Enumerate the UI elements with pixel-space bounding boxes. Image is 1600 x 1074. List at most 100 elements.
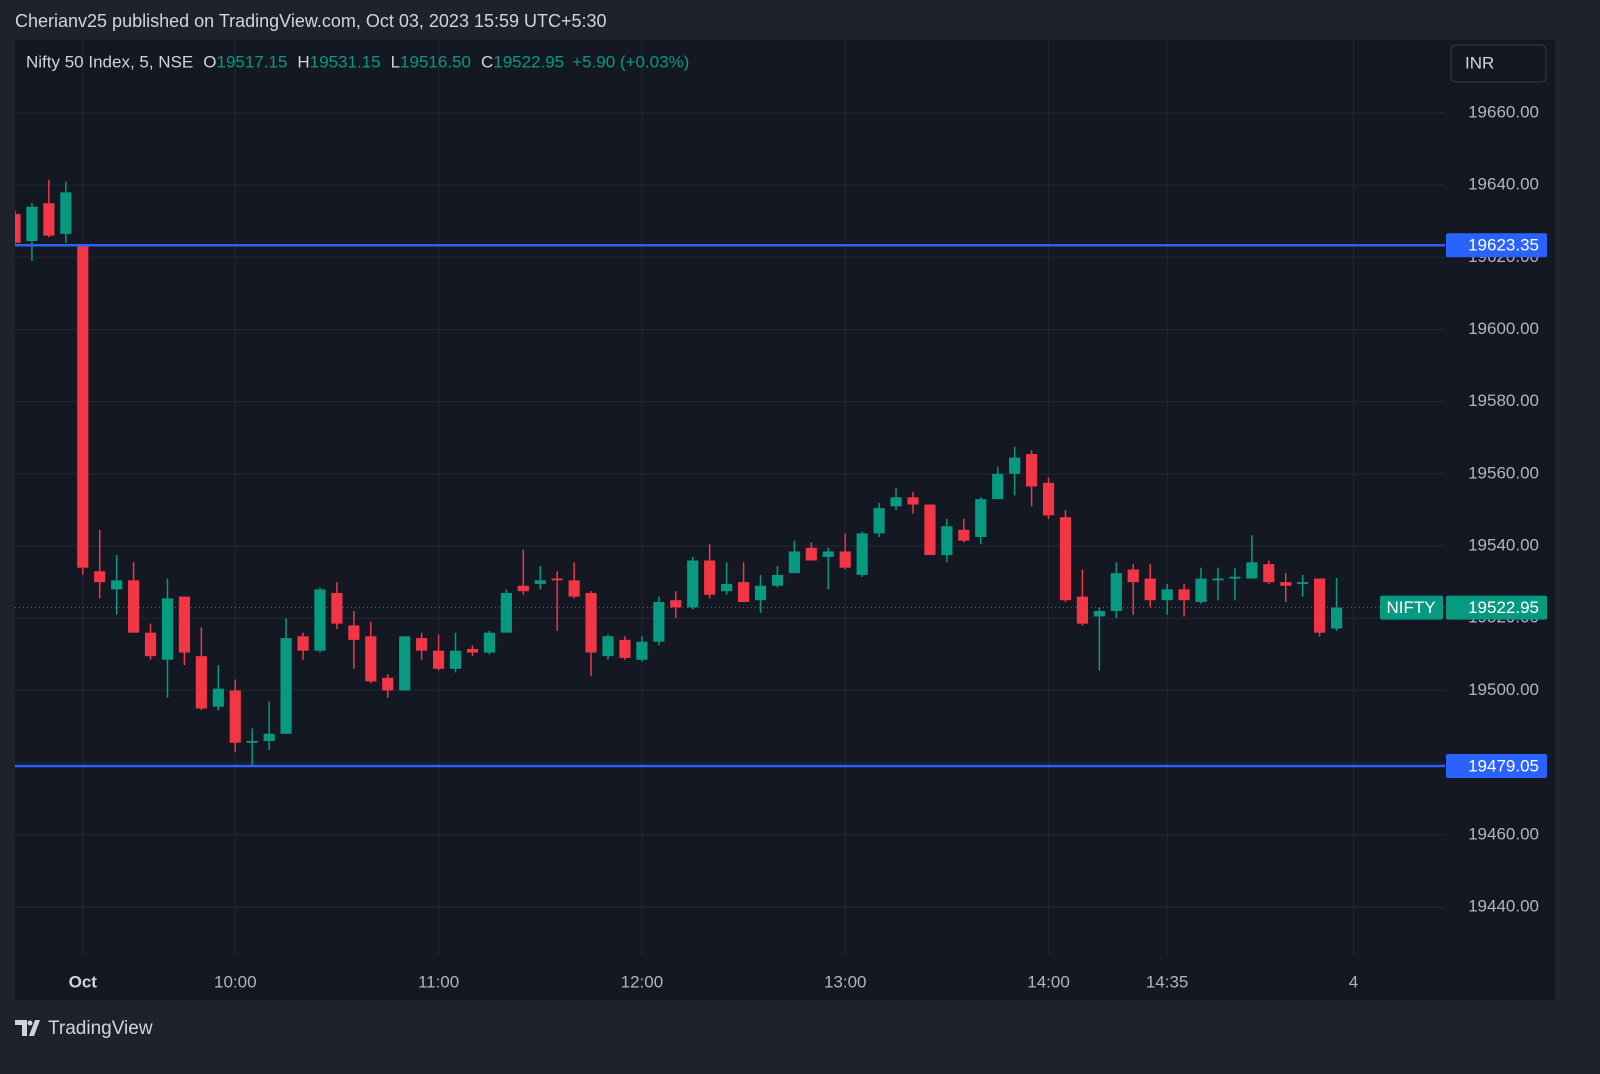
candle-body <box>94 571 106 583</box>
candle-body <box>754 585 767 601</box>
x-tick-label: 14:35 <box>1146 972 1189 991</box>
candle-body <box>856 533 868 575</box>
candle-body <box>1297 582 1309 584</box>
legend-change: +5.90 (+0.03%) <box>572 52 689 71</box>
candle-body <box>687 560 699 608</box>
candle-body <box>1093 611 1105 617</box>
candle-body <box>500 592 512 633</box>
candle-body <box>839 551 851 568</box>
candle-body <box>416 638 428 651</box>
y-tick-label: 19580.00 <box>1468 391 1539 410</box>
footer-logo <box>15 1020 40 1036</box>
candle-body <box>128 580 140 633</box>
candle-body <box>551 578 563 581</box>
candle-body <box>15 213 21 243</box>
candle-body <box>1009 457 1021 474</box>
candle-body <box>246 740 258 743</box>
candle-body <box>26 206 38 242</box>
candle-body <box>212 688 224 707</box>
x-tick-label: 4 <box>1349 972 1358 991</box>
candle-body <box>1178 589 1190 601</box>
currency[interactable]: INR <box>1465 53 1494 72</box>
candle-body <box>1195 578 1207 602</box>
legend-open: 19517.15 <box>216 52 287 71</box>
candle-body <box>1263 564 1275 583</box>
candle-body <box>636 641 648 660</box>
candle-body <box>602 636 614 657</box>
y-tick-label: 19540.00 <box>1468 536 1539 555</box>
last-price-name-box <box>1380 595 1443 620</box>
candle-body <box>958 529 970 541</box>
candle-body <box>399 636 411 691</box>
legend-high: 19531.15 <box>310 52 381 71</box>
candle-body <box>1161 589 1173 601</box>
candle-body <box>1042 482 1055 516</box>
legend-close: 19522.95 <box>493 52 564 71</box>
candle-body <box>907 497 919 505</box>
currency-box[interactable] <box>1450 44 1547 83</box>
level-label: 19479.05 <box>1468 757 1539 776</box>
candle-body <box>653 601 665 642</box>
candle-body <box>1330 607 1343 629</box>
x-tick-label: Oct <box>69 972 98 991</box>
candle-body <box>1246 562 1258 579</box>
candle-body <box>517 585 529 592</box>
legend-low-label: L <box>391 52 400 71</box>
legend-symbol: Nifty 50 Index, 5, NSE <box>26 52 193 71</box>
candle-body <box>348 625 360 640</box>
candle-body <box>1314 578 1326 633</box>
candle-body <box>1127 569 1139 583</box>
candle-body <box>771 574 784 586</box>
candle-body <box>1212 578 1224 581</box>
y-tick-label: 19640.00 <box>1468 175 1539 194</box>
legend-close-label: C <box>481 52 493 71</box>
candle-body <box>382 677 394 691</box>
candle-body <box>873 508 885 534</box>
y-tick-label: 19560.00 <box>1468 463 1539 482</box>
candle-body <box>822 551 834 557</box>
last-price-box <box>1446 595 1547 620</box>
candle-body <box>1144 578 1156 601</box>
candle-body <box>1280 582 1292 586</box>
publish-line: Cherianv25 published on TradingView.com,… <box>15 11 607 31</box>
candle-body <box>195 656 207 709</box>
level-label: 19623.35 <box>1468 236 1539 255</box>
candle-body <box>585 592 597 653</box>
legend-low: 19516.50 <box>400 52 471 71</box>
candle-body <box>483 632 495 653</box>
candle-body <box>670 600 682 608</box>
x-tick-label: 10:00 <box>214 972 257 991</box>
candle-body <box>737 582 750 602</box>
x-tick-label: 11:00 <box>418 972 459 991</box>
candle-body <box>178 596 191 653</box>
candle-body <box>1059 517 1072 601</box>
candle-body <box>568 580 580 597</box>
candle-body <box>788 551 800 574</box>
candle-body <box>111 580 123 590</box>
candle-body <box>297 636 309 651</box>
candle-body <box>1025 454 1038 487</box>
y-tick-label: 19500.00 <box>1468 680 1539 699</box>
x-tick-label: 13:00 <box>824 972 867 991</box>
candle-body <box>1229 576 1241 579</box>
candle-body <box>449 650 462 669</box>
level-label-box <box>1446 754 1547 779</box>
candle-body <box>1110 573 1122 612</box>
candle-body <box>144 632 157 657</box>
chart-background <box>15 40 1555 1000</box>
candle-body <box>992 473 1004 500</box>
footer-brand: TradingView <box>48 1018 153 1039</box>
candle-body <box>466 648 479 653</box>
candle-body <box>805 547 817 561</box>
legend-high-label: H <box>297 52 309 71</box>
candle-body <box>1076 596 1089 624</box>
candle-body <box>43 203 55 236</box>
candle-body <box>229 690 241 743</box>
last-price-name: NIFTY <box>1386 598 1435 617</box>
level-label-box <box>1446 233 1547 258</box>
y-tick-label: 19600.00 <box>1468 319 1539 338</box>
legend-open-label: O <box>203 52 216 71</box>
candle-body <box>619 639 631 658</box>
